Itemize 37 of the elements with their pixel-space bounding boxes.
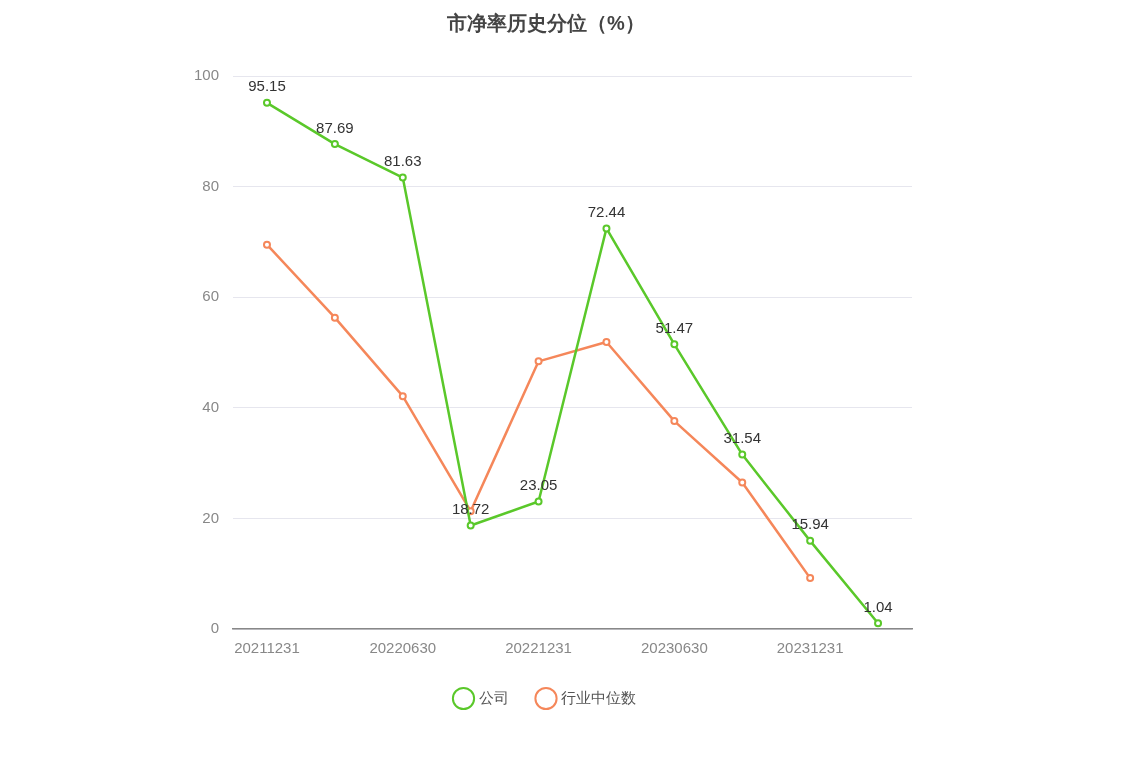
point <box>806 574 815 583</box>
y-tick-label: 80 <box>202 176 220 194</box>
y-tick-label: 40 <box>202 397 220 415</box>
x-tick-label: 20211231 <box>234 639 300 657</box>
data-label: 95.15 <box>248 77 286 95</box>
legend-label: 公司 <box>478 688 509 706</box>
point <box>534 357 543 366</box>
x-tick-label: 20220630 <box>369 639 437 657</box>
y-tick-label: 20 <box>202 508 220 526</box>
point <box>330 140 339 149</box>
point <box>602 224 611 233</box>
point <box>466 521 475 530</box>
x-tick-label: 20231231 <box>776 639 844 657</box>
y-tick-label: 100 <box>194 66 220 84</box>
point <box>670 417 679 426</box>
data-label: 1.04 <box>863 597 893 615</box>
x-tick-label: 20230630 <box>640 639 708 657</box>
y-tick-label: 60 <box>202 287 220 305</box>
x-tick-label: 20221231 <box>505 639 572 657</box>
point <box>602 337 611 346</box>
point <box>534 497 543 506</box>
point <box>670 340 679 349</box>
point <box>398 173 407 182</box>
data-label: 72.44 <box>587 203 626 221</box>
point <box>262 240 271 249</box>
chart-title: 市净率历史分位（%） <box>446 11 645 34</box>
point <box>738 478 747 487</box>
point <box>874 619 883 628</box>
point <box>806 536 815 545</box>
data-label: 87.69 <box>316 118 354 136</box>
point <box>738 450 747 459</box>
point <box>398 392 407 401</box>
point <box>330 313 339 322</box>
y-tick-label: 0 <box>210 619 220 637</box>
legend-label: 行业中位数 <box>561 688 636 706</box>
point <box>262 98 271 107</box>
data-label: 81.63 <box>384 152 422 170</box>
